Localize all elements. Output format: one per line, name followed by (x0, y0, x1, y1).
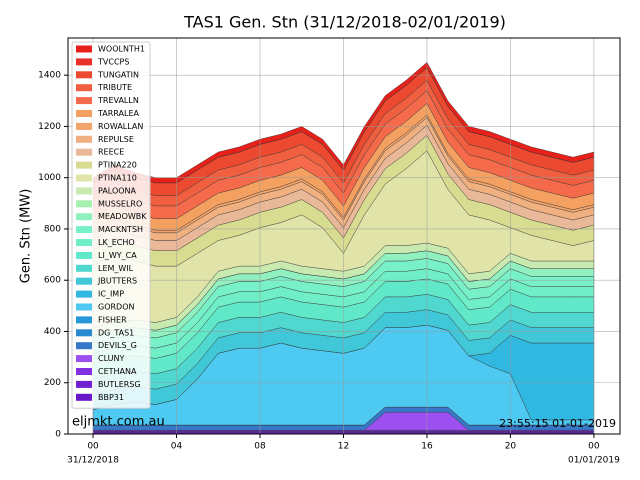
legend-swatch (76, 368, 92, 375)
y-tick-label: 1200 (38, 122, 61, 132)
legend-label: PALOONA (98, 186, 137, 195)
y-tick-label: 400 (44, 327, 61, 337)
legend-swatch (76, 84, 92, 92)
x-tick-label: 08 (254, 442, 266, 452)
y-tick-label: 0 (55, 430, 61, 440)
legend-label: TREVALLN (97, 96, 139, 105)
legend-swatch (76, 45, 92, 53)
legend: WOOLNTH1 TVCCPS TUNGATIN TRIBUTE TREVALLN TAR… (71, 41, 151, 409)
legend-swatch (76, 290, 92, 298)
legend-swatch (76, 174, 92, 182)
legend-label: IC_IMP (98, 290, 124, 299)
date-label: 31/12/2018 (67, 456, 119, 466)
legend-label: PTINA110 (98, 174, 137, 183)
legend-swatch (76, 329, 92, 337)
legend-swatch (76, 58, 92, 66)
x-tick-label: 20 (505, 442, 517, 452)
y-tick-label: 800 (44, 224, 61, 234)
chart-title: TAS1 Gen. Stn (31/12/2018-02/01/2019) (183, 13, 506, 32)
legend-label: MEADOWBK (98, 212, 147, 221)
legend-swatch (76, 355, 92, 363)
legend-swatch (76, 264, 92, 272)
legend-swatch (76, 226, 92, 234)
legend-label: MUSSELRO (98, 199, 142, 208)
date-label: 01/01/2019 (568, 456, 620, 466)
legend-label: TRIBUTE (97, 83, 132, 92)
x-tick-label: 00 (588, 442, 600, 452)
legend-swatch (76, 97, 92, 105)
legend-swatch (76, 251, 92, 259)
legend-swatch (76, 148, 92, 156)
legend-swatch (76, 213, 92, 221)
legend-swatch (76, 200, 92, 208)
legend-label: REPULSE (98, 135, 134, 144)
legend-label: DG_TAS1 (98, 328, 134, 337)
legend-label: LEM_WIL (98, 264, 134, 273)
legend-swatch (76, 393, 92, 401)
watermark: eljmkt.com.au (72, 415, 165, 430)
legend-label: CETHANA (98, 367, 137, 376)
legend-label: PTINA220 (98, 161, 137, 170)
x-tick-label: 12 (338, 442, 349, 452)
legend-label: CLUNY (98, 354, 124, 363)
legend-swatch (76, 71, 92, 79)
legend-swatch (76, 303, 92, 311)
legend-label: GORDON (98, 303, 135, 312)
legend-swatch (76, 239, 92, 246)
legend-swatch (76, 122, 92, 130)
legend-swatch (76, 187, 92, 195)
legend-label: FISHER (98, 315, 127, 324)
legend-swatch (76, 277, 92, 285)
legend-swatch (76, 316, 92, 324)
legend-label: TARRALEA (97, 109, 140, 118)
legend-swatch (76, 342, 92, 350)
legend-swatch (76, 380, 92, 388)
y-tick-label: 200 (44, 378, 61, 388)
legend-label: MACKNTSH (98, 225, 143, 234)
legend-label: JBUTTERS (97, 277, 137, 286)
x-tick-label: 16 (421, 442, 433, 452)
legend-label: WOOLNTH1 (98, 45, 145, 54)
legend-label: LI_WY_CA (98, 251, 137, 260)
legend-swatch (76, 161, 92, 169)
legend-label: BUTLERSG (98, 380, 141, 389)
legend-swatch (76, 135, 92, 143)
legend-label: TUNGATIN (97, 70, 139, 79)
legend-label: DEVILS_G (98, 341, 137, 350)
legend-label: ROWALLAN (98, 122, 143, 131)
y-tick-label: 1000 (38, 173, 61, 183)
legend-label: TVCCPS (97, 57, 129, 66)
plot-frame (67, 37, 621, 435)
x-tick-label: 00 (87, 442, 99, 452)
y-tick-label: 1400 (38, 71, 61, 81)
legend-label: REECE (98, 148, 124, 157)
x-tick-label: 04 (171, 442, 183, 452)
timestamp: 23:55:15 01-01-2019 (499, 417, 616, 430)
y-tick-label: 600 (44, 276, 61, 286)
y-axis-label: Gen. Stn (MW) (19, 189, 34, 284)
legend-label: LK_ECHO (98, 238, 135, 247)
legend-label: BBP31 (98, 393, 124, 402)
legend-swatch (76, 110, 92, 117)
